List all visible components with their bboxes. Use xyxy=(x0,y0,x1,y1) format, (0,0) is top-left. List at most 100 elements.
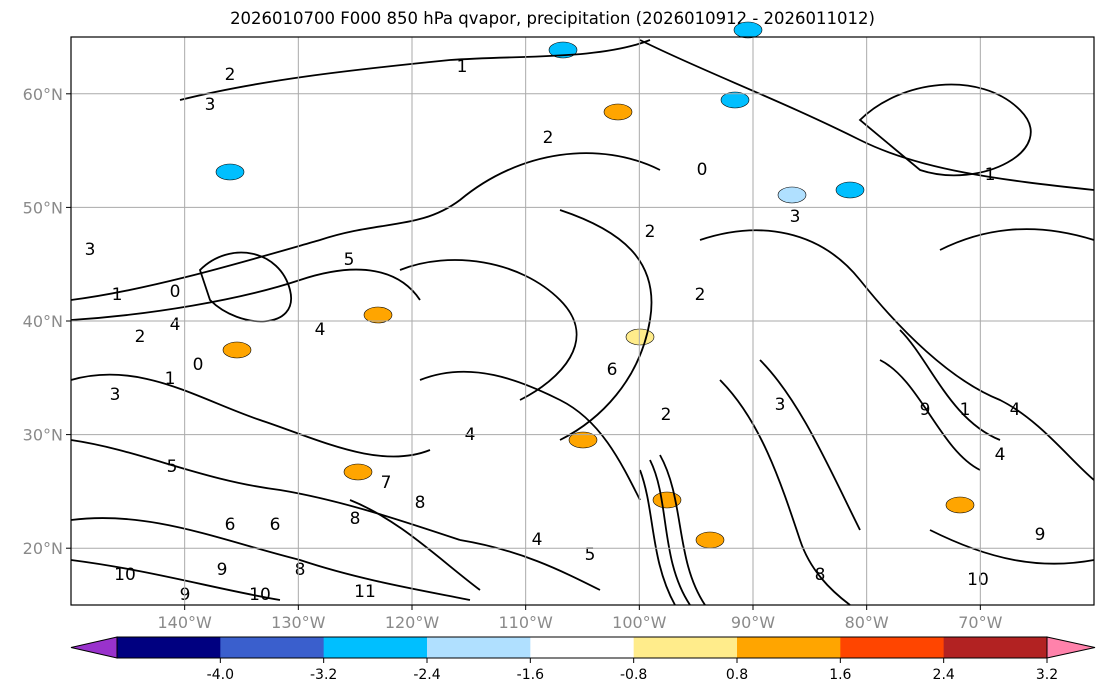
contour-label: 11 xyxy=(354,582,376,602)
precip-area xyxy=(720,91,750,109)
lon-tick-label: 120°W xyxy=(385,613,440,632)
colorbar-tick-label: 1.6 xyxy=(829,667,851,683)
precip-area xyxy=(835,181,865,199)
colorbar-tick-label: -1.6 xyxy=(517,667,544,683)
colorbar-tick-label: 0.8 xyxy=(726,667,748,683)
contour-label: 3 xyxy=(205,95,216,115)
colorbar-frame xyxy=(116,636,1048,659)
map-frame xyxy=(70,36,1095,606)
contour-label: 1 xyxy=(960,400,971,420)
lat-tick-label: 60°N xyxy=(23,85,63,104)
contour-label: 1 xyxy=(165,369,176,389)
contour-line xyxy=(659,454,706,606)
precip-area xyxy=(733,21,763,39)
contour-line xyxy=(639,469,676,606)
precip-area xyxy=(945,496,975,514)
contour-label: 2 xyxy=(645,222,656,242)
precip-area xyxy=(568,431,598,449)
contour-line xyxy=(179,39,651,101)
lat-tick-label: 40°N xyxy=(23,312,63,331)
colorbar-tick-label: -0.8 xyxy=(620,667,647,683)
contour-label: 4 xyxy=(170,315,181,335)
contour-label: 8 xyxy=(815,565,826,585)
contour-label: 9 xyxy=(217,560,228,580)
contour-line xyxy=(70,373,431,458)
contour-line xyxy=(459,539,601,591)
contour-label: 0 xyxy=(697,160,708,180)
colorbar-extend-min xyxy=(70,636,118,659)
contour-line xyxy=(649,459,691,606)
contour-label: 8 xyxy=(350,509,361,529)
lat-tick-label: 50°N xyxy=(23,198,63,217)
contour-label: 9 xyxy=(1035,525,1046,545)
lon-tick-label: 110°W xyxy=(498,613,553,632)
lat-tick-label: 20°N xyxy=(23,539,63,558)
contour-line xyxy=(419,370,641,501)
colorbar-extend-max xyxy=(1046,636,1096,659)
contour-label: 2 xyxy=(543,128,554,148)
contour-label: 6 xyxy=(607,360,618,380)
contour-line xyxy=(349,499,481,591)
contour-line xyxy=(70,439,461,541)
contour-label: 10 xyxy=(249,585,271,605)
contour-line xyxy=(699,229,1095,481)
contour-label: 2 xyxy=(695,285,706,305)
colorbar-tick-label: 2.4 xyxy=(933,667,955,683)
precip-area xyxy=(777,186,807,204)
contour-label: 3 xyxy=(85,240,96,260)
contour-label: 5 xyxy=(585,545,596,565)
contour-label: 4 xyxy=(532,530,543,550)
contour-label: 4 xyxy=(995,445,1006,465)
contour-label: 0 xyxy=(170,282,181,302)
colorbar-segment xyxy=(323,637,428,658)
contour-line xyxy=(559,209,653,441)
colorbar-tick-label: -3.2 xyxy=(310,667,337,683)
lon-tick-label: 70°W xyxy=(958,613,1002,632)
chart-title: 2026010700 F000 850 hPa qvapor, precipit… xyxy=(230,9,875,28)
contour-label: 8 xyxy=(295,560,306,580)
contour-line xyxy=(198,251,292,323)
contour-label: 4 xyxy=(315,320,326,340)
precip-area xyxy=(625,328,655,346)
contour-label: 2 xyxy=(225,65,236,85)
contour-label: 3 xyxy=(110,385,121,405)
contour-line xyxy=(719,379,851,606)
colorbar-tick-label: -4.0 xyxy=(207,667,234,683)
lon-tick-label: 90°W xyxy=(731,613,775,632)
contour-label: 6 xyxy=(270,515,281,535)
lon-tick-label: 80°W xyxy=(845,613,889,632)
lon-tick-label: 130°W xyxy=(271,613,326,632)
contour-label: 0 xyxy=(193,355,204,375)
precip-area xyxy=(603,103,633,121)
contour-line xyxy=(858,83,1032,177)
precip-area xyxy=(695,531,725,549)
contour-label: 5 xyxy=(167,457,178,477)
contour-line xyxy=(929,529,1095,565)
contour-label: 1 xyxy=(457,57,468,77)
colorbar-segment xyxy=(840,637,945,658)
contour-label: 1 xyxy=(985,165,996,185)
contour-label: 1 xyxy=(112,285,123,305)
contour-label: 2 xyxy=(135,327,146,347)
precip-area xyxy=(222,341,252,359)
contour-line xyxy=(639,39,1095,191)
colorbar-segment xyxy=(943,637,1048,658)
contour-label: 7 xyxy=(381,473,392,493)
contour-label: 2 xyxy=(661,405,672,425)
contour-label: 9 xyxy=(920,400,931,420)
contour-line xyxy=(70,152,661,301)
contour-line xyxy=(70,517,471,601)
colorbar-segment xyxy=(427,637,531,658)
lon-tick-label: 140°W xyxy=(157,613,212,632)
colorbar-tick-label: 3.2 xyxy=(1036,667,1058,683)
contour-line xyxy=(399,259,578,401)
precip-area xyxy=(363,306,393,324)
contour-label: 10 xyxy=(114,565,136,585)
contour-label: 5 xyxy=(344,250,355,270)
contour-line xyxy=(939,228,1095,251)
contour-label: 4 xyxy=(1010,400,1021,420)
colorbar-segment xyxy=(737,637,841,658)
colorbar-segment xyxy=(220,637,325,658)
colorbar-tick-label: -2.4 xyxy=(413,667,440,683)
